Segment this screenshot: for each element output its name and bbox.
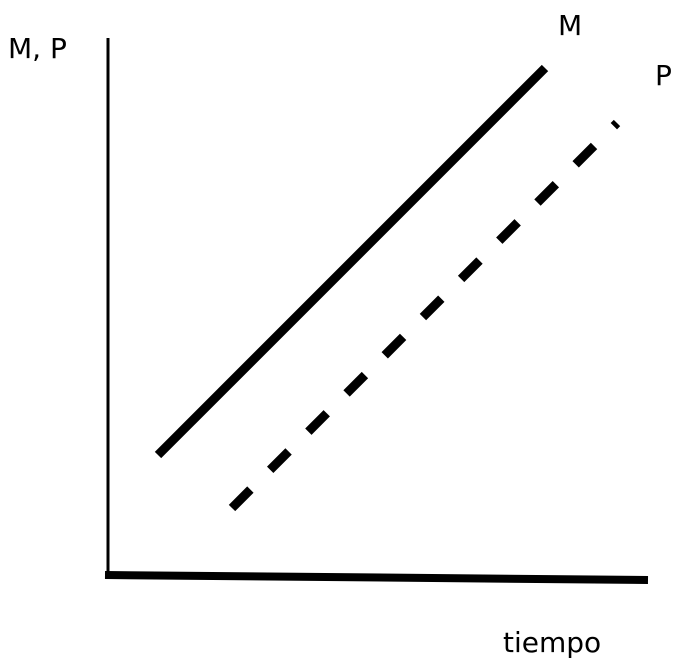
- line-label: M: [558, 9, 582, 42]
- x-axis-label: tiempo: [503, 626, 601, 659]
- line-label: P: [655, 59, 672, 92]
- line-p: [228, 119, 621, 512]
- line-m: [154, 64, 549, 459]
- x-axis: [104, 571, 649, 584]
- y-axis-label: M, P: [8, 32, 67, 65]
